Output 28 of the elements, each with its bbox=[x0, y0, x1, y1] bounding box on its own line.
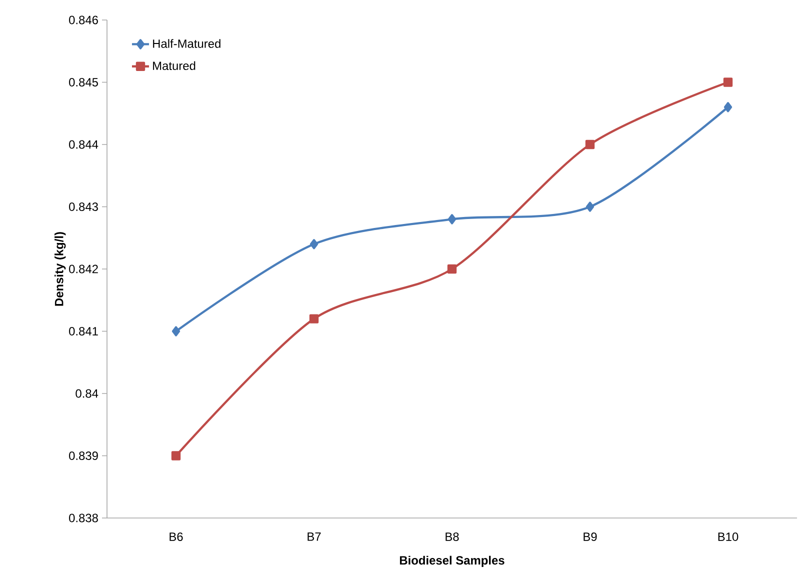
y-tick-label: 0.845 bbox=[69, 78, 98, 86]
y-axis-title: Density (kg/l) bbox=[54, 232, 66, 306]
y-tick-label: 0.846 bbox=[69, 16, 98, 24]
point bbox=[309, 314, 319, 324]
point bbox=[172, 326, 180, 336]
point bbox=[171, 451, 181, 460]
x-axis-title: Biodiesel Samples bbox=[400, 556, 504, 567]
y-tick-label: 0.839 bbox=[69, 452, 98, 460]
x-tick-label: B7 bbox=[308, 532, 321, 541]
point bbox=[724, 102, 732, 112]
legend-label: Half-Matured bbox=[153, 39, 220, 48]
point bbox=[447, 264, 457, 274]
point bbox=[448, 214, 456, 224]
y-tick-label: 0.844 bbox=[69, 140, 98, 149]
point bbox=[585, 140, 595, 150]
x-tick-label: B10 bbox=[718, 532, 738, 541]
y-tick-label: 0.841 bbox=[69, 327, 98, 336]
y-tick-label: 0.842 bbox=[69, 264, 98, 274]
y-tick-label: 0.838 bbox=[69, 514, 98, 522]
y-tick-label: 0.84 bbox=[76, 389, 98, 398]
x-tick-label: B9 bbox=[584, 532, 597, 541]
x-tick-label: B8 bbox=[446, 532, 459, 541]
point bbox=[723, 78, 733, 87]
legend-label: Matured bbox=[153, 61, 196, 70]
point bbox=[586, 202, 594, 212]
x-tick-label: B6 bbox=[170, 532, 183, 541]
point bbox=[310, 239, 318, 250]
y-tick-label: 0.843 bbox=[69, 202, 98, 211]
